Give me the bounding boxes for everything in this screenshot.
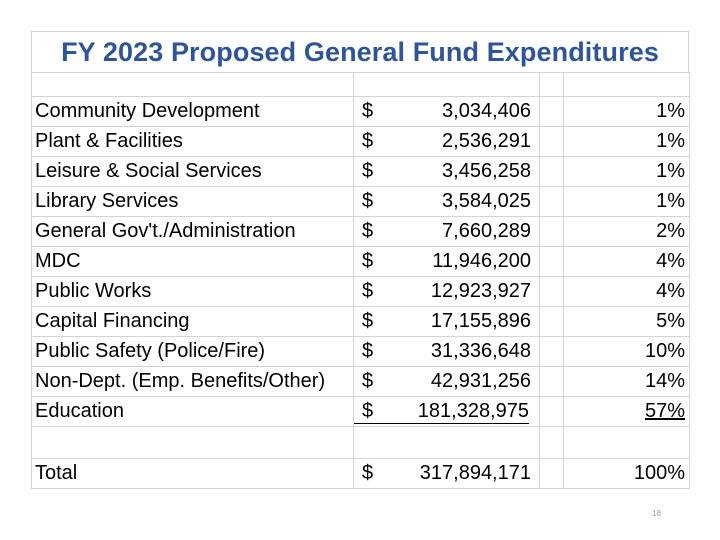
- percent-value: 1%: [563, 126, 690, 157]
- amount-value: 2,536,291: [442, 130, 531, 152]
- currency-symbol: $: [362, 160, 374, 182]
- table-row: Library Services $3,584,025 1%: [31, 186, 690, 217]
- currency-symbol: $: [362, 220, 374, 242]
- table-row: Capital Financing $17,155,896 5%: [31, 306, 690, 337]
- currency-symbol: $: [362, 190, 374, 212]
- percent-value: 1%: [563, 156, 690, 187]
- amount-value: 12,923,927: [430, 280, 531, 302]
- percent-value: 1%: [563, 96, 690, 127]
- department-name: Public Works: [31, 276, 354, 307]
- percent-value: 4%: [563, 246, 690, 277]
- total-percent: 100%: [563, 458, 690, 489]
- blank-row: [31, 72, 690, 97]
- currency-symbol: $: [362, 310, 374, 332]
- amount-value: 3,034,406: [442, 100, 531, 122]
- amount-value: 3,456,258: [442, 160, 531, 182]
- amount-value: 17,155,896: [430, 310, 531, 332]
- percent-value: 2%: [563, 216, 690, 247]
- amount-value: 31,336,648: [430, 340, 531, 362]
- total-row: Total $317,894,171 100%: [31, 458, 690, 489]
- department-name: Leisure & Social Services: [31, 156, 354, 187]
- amount-value: 7,660,289: [442, 220, 531, 242]
- table-row: General Gov't./Administration $7,660,289…: [31, 216, 690, 247]
- currency-symbol: $: [362, 370, 374, 392]
- currency-symbol: $: [362, 340, 374, 362]
- department-name: Library Services: [31, 186, 354, 217]
- table-row: Public Safety (Police/Fire) $31,336,648 …: [31, 336, 690, 367]
- amount-value: 11,946,200: [432, 250, 531, 272]
- table-row: MDC $11,946,200 4%: [31, 246, 690, 277]
- sheet-title: FY 2023 Proposed General Fund Expenditur…: [31, 31, 689, 73]
- currency-symbol: $: [362, 399, 374, 422]
- amount-value: 181,328,975: [417, 399, 529, 422]
- currency-symbol: $: [362, 130, 374, 152]
- percent-value: 4%: [563, 276, 690, 307]
- percent-value: 57%: [644, 400, 685, 422]
- amount-value: 3,584,025: [442, 190, 531, 212]
- percent-value: 1%: [563, 186, 690, 217]
- currency-symbol: $: [362, 462, 374, 484]
- currency-symbol: $: [362, 250, 374, 272]
- currency-symbol: $: [362, 280, 374, 302]
- department-name: Plant & Facilities: [31, 126, 354, 157]
- percent-value: 10%: [563, 336, 690, 367]
- percent-value: 5%: [563, 306, 690, 337]
- table-row: Public Works $12,923,927 4%: [31, 276, 690, 307]
- amount-value: 42,931,256: [430, 370, 531, 392]
- total-amount: 317,894,171: [419, 462, 531, 484]
- table-row: Leisure & Social Services $3,456,258 1%: [31, 156, 690, 187]
- table-row: Non-Dept. (Emp. Benefits/Other) $42,931,…: [31, 366, 690, 397]
- department-name: Education: [31, 396, 354, 427]
- expenditure-sheet: FY 2023 Proposed General Fund Expenditur…: [31, 31, 690, 509]
- department-name: Community Development: [31, 96, 354, 127]
- department-name: Non-Dept. (Emp. Benefits/Other): [31, 366, 354, 397]
- department-name: General Gov't./Administration: [31, 216, 354, 247]
- department-name: Public Safety (Police/Fire): [31, 336, 354, 367]
- slide-number: 18: [652, 509, 661, 518]
- table-row: Plant & Facilities $2,536,291 1%: [31, 126, 690, 157]
- total-label: Total: [31, 458, 354, 489]
- department-name: MDC: [31, 246, 354, 277]
- table-row: Community Development $3,034,406 1%: [31, 96, 690, 127]
- expenditure-table: Community Development $3,034,406 1% Plan…: [31, 72, 690, 489]
- currency-symbol: $: [362, 100, 374, 122]
- table-row: Education $181,328,975 57%: [31, 396, 690, 427]
- department-name: Capital Financing: [31, 306, 354, 337]
- percent-value: 14%: [563, 366, 690, 397]
- blank-row: [31, 426, 690, 459]
